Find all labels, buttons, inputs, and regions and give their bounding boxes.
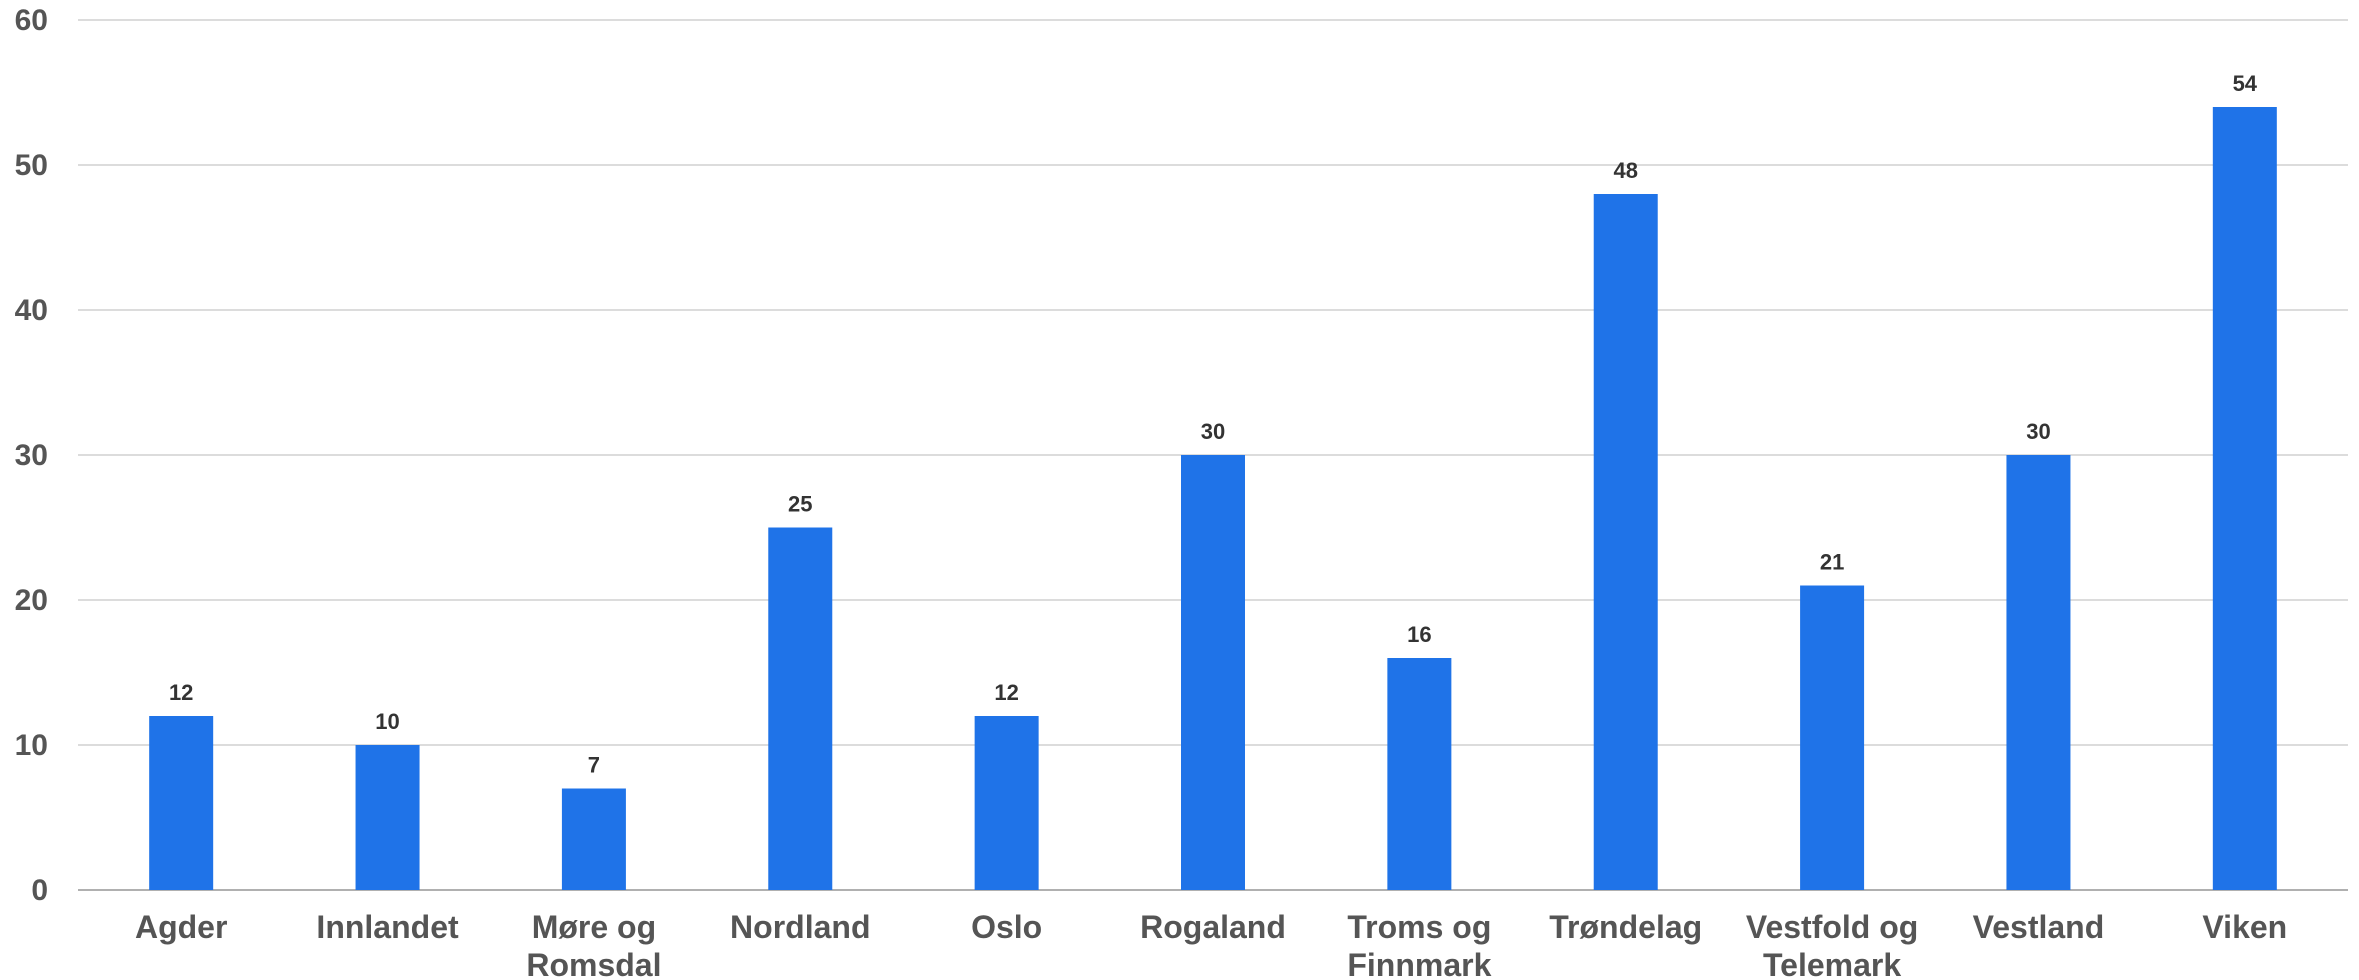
x-category-label-line: Nordland [730,909,870,945]
data-labels: 12 10 7 25 12 30 16 48 21 30 54 [169,71,2258,778]
x-category-label: Troms og Finnmark [1347,909,1491,980]
x-category-label: Trøndelag [1549,909,1702,945]
y-tick-label: 60 [15,4,48,37]
x-category-label-line: Vestfold og [1746,909,1918,945]
bar [355,745,420,890]
x-category-label: Vestland [1973,909,2105,945]
bar-value-label: 54 [2233,71,2258,96]
x-category-label-line: Romsdal [526,947,661,980]
bar [149,716,214,890]
x-category-label: Agder [135,909,227,945]
y-tick-label: 20 [15,584,48,617]
bar [974,716,1039,890]
bar-value-label: 30 [1201,419,1225,444]
y-tick-label: 0 [31,874,48,907]
x-category-label-line: Finnmark [1347,947,1491,980]
bar [561,788,626,890]
x-category-label-line: Telemark [1763,947,1901,980]
bar [1387,658,1452,890]
x-category-label: Innlandet [316,909,459,945]
x-category-label-line: Innlandet [316,909,459,945]
x-category-label: Vestfold og Telemark [1746,909,1918,980]
bar-value-label: 12 [994,680,1018,705]
bar-value-label: 30 [2026,419,2050,444]
x-category-label-line: Agder [135,909,227,945]
bar [768,527,833,890]
x-category-label-line: Rogaland [1140,909,1286,945]
bar [1800,585,1865,890]
x-category-label: Møre og Romsdal [526,909,661,980]
bar [2006,455,2071,890]
y-tick-label: 40 [15,294,48,327]
bar-value-label: 10 [375,709,399,734]
gridlines [78,19,2348,891]
bar-value-label: 21 [1820,550,1844,575]
bar-value-label: 48 [1613,158,1637,183]
x-category-label: Viken [2202,909,2287,945]
bar [2212,107,2277,890]
x-category-label-line: Viken [2202,909,2287,945]
bar [1181,455,1245,890]
x-category-label-line: Vestland [1973,909,2105,945]
y-tick-label: 10 [15,729,48,762]
y-tick-label: 30 [15,439,48,472]
bar-value-label: 25 [788,492,812,517]
x-category-label-line: Troms og [1347,909,1491,945]
x-axis-labels: Agder Innlandet Møre og Romsdal Nordland Oslo… [135,909,2287,980]
bar-value-label: 16 [1407,622,1431,647]
x-category-label-line: Oslo [971,909,1042,945]
y-axis-ticks: 0 10 20 30 40 50 60 [15,4,48,907]
x-category-label-line: Møre og [532,909,656,945]
y-tick-label: 50 [15,149,48,182]
x-category-label: Oslo [971,909,1042,945]
bars [149,107,2277,890]
x-category-label: Rogaland [1140,909,1286,945]
x-category-label-line: Trøndelag [1549,909,1702,945]
bar-value-label: 12 [169,680,193,705]
bar [1593,194,1658,890]
x-category-label: Nordland [730,909,870,945]
bar-value-label: 7 [588,753,600,778]
